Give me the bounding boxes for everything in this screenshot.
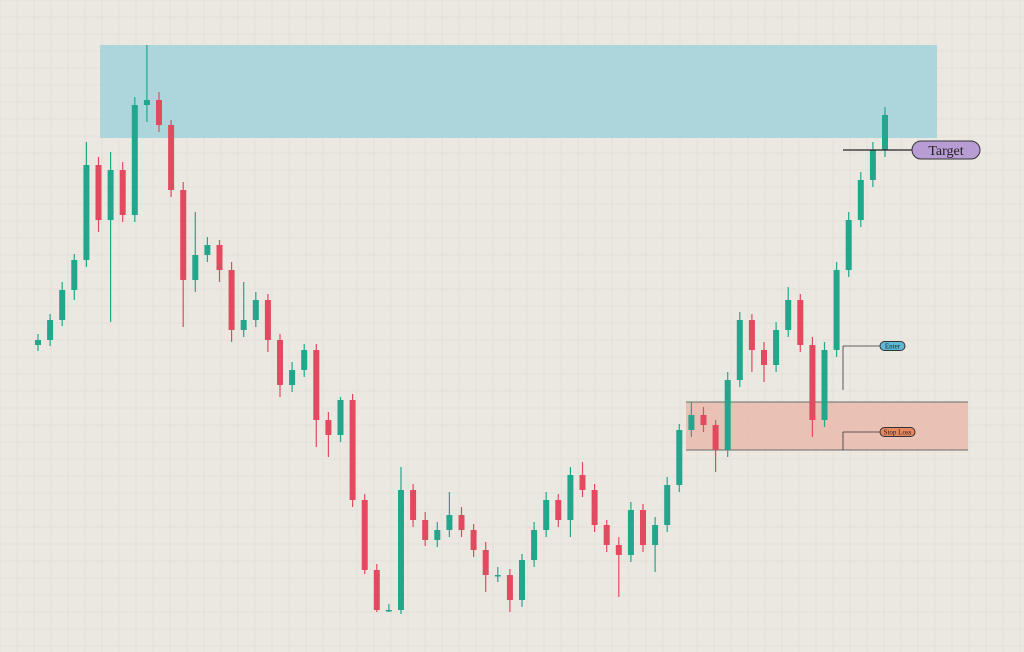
candle-body xyxy=(712,425,719,450)
candle-body xyxy=(398,490,404,610)
candle-body xyxy=(603,525,610,545)
candle-body xyxy=(640,510,646,545)
candle-body xyxy=(180,190,187,280)
candle-body xyxy=(131,105,138,215)
candle-body xyxy=(531,530,538,560)
candle-body xyxy=(143,100,150,105)
candle-body xyxy=(252,300,259,320)
candle-body xyxy=(700,415,707,425)
candle-body xyxy=(458,515,465,530)
candle-body xyxy=(773,330,780,365)
candle-body xyxy=(857,180,864,220)
candle-body xyxy=(119,170,126,215)
candle-body xyxy=(83,165,90,260)
candle-body xyxy=(724,380,731,450)
annotation-label: Stop Loss xyxy=(884,428,912,436)
annotation-label: Target xyxy=(928,144,963,159)
candle-body xyxy=(676,430,683,485)
candle-body xyxy=(385,610,392,612)
candle-body xyxy=(567,475,574,520)
candle-body xyxy=(422,520,429,540)
candle-body xyxy=(627,510,634,555)
annotation-pill xyxy=(879,341,906,351)
candle-body xyxy=(228,270,235,330)
candle-body xyxy=(216,245,223,270)
candle-body xyxy=(519,560,525,600)
candle-body xyxy=(688,415,695,430)
candle-body xyxy=(869,150,876,180)
candle-body xyxy=(325,420,332,435)
candle-body xyxy=(797,300,804,345)
candle-body xyxy=(264,300,271,340)
candle-body xyxy=(470,530,477,550)
annotation-pill xyxy=(911,140,981,160)
candle-body xyxy=(192,255,199,280)
candle-body xyxy=(71,260,78,290)
candle-body xyxy=(204,245,211,255)
candle-body xyxy=(107,170,114,220)
candle-body xyxy=(664,485,671,525)
annotation-pill xyxy=(879,427,916,437)
candle-body xyxy=(240,320,247,330)
candle-body xyxy=(35,340,41,345)
candle-body xyxy=(349,400,356,500)
annotation-label: Enter xyxy=(885,342,901,350)
candle-body xyxy=(301,350,308,370)
candle-body xyxy=(446,515,453,530)
candle-body xyxy=(168,125,175,190)
candle-body xyxy=(289,370,296,385)
candle-body xyxy=(591,490,598,525)
candle-body xyxy=(809,345,816,420)
candle-body xyxy=(482,550,489,575)
candle-body xyxy=(156,100,162,125)
candle-body xyxy=(748,320,755,350)
candle-body xyxy=(615,545,622,555)
candle-body xyxy=(555,500,562,520)
candle-body xyxy=(337,400,344,435)
candle-body xyxy=(494,575,501,577)
candle-body xyxy=(373,570,380,610)
candle-body xyxy=(506,575,513,600)
candle-body xyxy=(652,525,659,545)
candle-body xyxy=(882,115,888,150)
candle-body xyxy=(95,165,102,220)
candle-body xyxy=(736,320,743,380)
candle-body xyxy=(313,350,320,420)
candle-body xyxy=(579,475,586,490)
candle-body xyxy=(361,500,368,570)
candle-body xyxy=(434,530,441,540)
candle-body xyxy=(543,500,550,530)
candle-body xyxy=(59,290,66,320)
candle-body xyxy=(277,340,283,385)
candle-body xyxy=(845,220,852,270)
candle-body xyxy=(785,300,792,330)
candle-body xyxy=(821,350,828,420)
candle-body xyxy=(761,350,767,365)
target-zone xyxy=(100,45,937,138)
candle-body xyxy=(47,320,54,340)
candle-body xyxy=(410,490,417,520)
candle-body xyxy=(833,270,840,350)
